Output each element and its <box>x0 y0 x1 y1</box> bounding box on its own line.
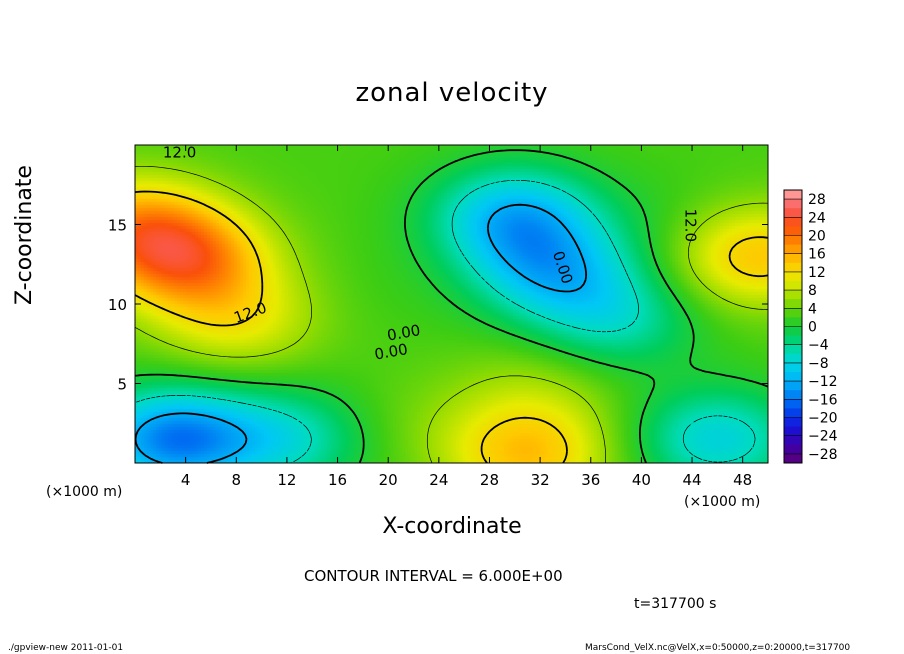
colorbar <box>783 189 803 464</box>
colorbar-label: −24 <box>808 429 838 445</box>
colorbar-segment <box>784 344 802 355</box>
colorbar-segment <box>784 453 802 464</box>
x-tick-label: 44 <box>682 471 701 489</box>
colorbar-segment <box>784 235 802 246</box>
x-axis-label: X-coordinate <box>382 514 522 539</box>
colorbar-segment <box>784 372 802 382</box>
y-axis-label: Z-coordinate <box>12 165 38 305</box>
colorbar-segment <box>784 208 802 218</box>
footer-left: ./gpview-new 2011-01-01 <box>8 643 124 653</box>
colorbar-label: 12 <box>808 265 826 281</box>
x-unit-left: (×1000 m) <box>46 484 123 500</box>
y-tick-label: 10 <box>108 296 127 314</box>
colorbar-labels: 28 24 20 16 12 8 4 0 −4 −8 −12 −16 −20 −24 −28 <box>808 192 838 463</box>
colorbar-segment <box>784 390 802 400</box>
plot-frame <box>134 144 769 464</box>
colorbar-segment <box>784 399 802 409</box>
colorbar-label: 0 <box>808 320 817 336</box>
colorbar-label: −16 <box>808 392 838 408</box>
contour-label: 0.00 <box>549 249 576 286</box>
colorbar-segment <box>784 335 802 346</box>
contour-lines <box>134 149 769 464</box>
axes <box>134 144 769 464</box>
contour-level-6 <box>134 165 769 464</box>
colorbar-segment <box>784 408 802 418</box>
colorbar-segment <box>784 190 802 200</box>
footer-right: MarsCond_VelX.nc@VelX,x=0:50000,z=0:2000… <box>585 643 851 653</box>
colorbar-segment <box>784 444 802 455</box>
x-tick-label: 36 <box>581 471 600 489</box>
chart-title: zonal velocity <box>355 78 549 108</box>
colorbar-label: −20 <box>808 411 838 427</box>
colorbar-segment <box>784 226 802 236</box>
x-tick-label: 16 <box>328 471 347 489</box>
colorbar-segment <box>784 426 802 437</box>
contour-label: 0.00 <box>373 340 409 364</box>
x-tick-label: 4 <box>181 471 191 489</box>
x-unit-right: (×1000 m) <box>684 494 761 510</box>
x-tick-label: 20 <box>379 471 398 489</box>
colorbar-segment <box>784 271 802 282</box>
contour-label: 0.00 <box>386 321 422 345</box>
x-tick-label: 40 <box>632 471 651 489</box>
colorbar-segment <box>784 299 802 309</box>
colorbar-segment <box>784 262 802 273</box>
colorbar-label: 28 <box>808 192 826 208</box>
colorbar-label: −4 <box>808 338 829 354</box>
x-tick-label: 48 <box>733 471 752 489</box>
time-label: t=317700 s <box>634 596 717 612</box>
x-axis-ticks: 4 8 12 16 20 24 28 32 36 40 44 48 <box>181 145 752 489</box>
y-tick-label: 15 <box>108 217 127 235</box>
y-axis-ticks: 5 10 15 <box>108 217 768 394</box>
contour-level-12 <box>134 190 769 464</box>
x-tick-label: 32 <box>531 471 550 489</box>
contour-level-neg6 <box>134 179 756 464</box>
colorbar-segment <box>784 290 802 300</box>
contour-level-0 <box>134 149 769 464</box>
colorbar-label: 24 <box>808 210 826 226</box>
colorbar-segment <box>784 244 802 255</box>
contour-interval-label: CONTOUR INTERVAL = 6.000E+00 <box>304 567 563 585</box>
contour-label: 12.0 <box>682 209 700 242</box>
colorbar-label: 20 <box>808 229 826 245</box>
contour-label: 12.0 <box>232 299 270 327</box>
colorbar-label: 16 <box>808 247 826 263</box>
contour-level-neg12 <box>134 203 587 464</box>
colorbar-segment <box>784 417 802 428</box>
x-tick-label: 28 <box>480 471 499 489</box>
colorbar-segment <box>784 362 802 373</box>
y-tick-label: 5 <box>117 376 127 394</box>
colorbar-segment <box>784 326 802 337</box>
colorbar-label: −12 <box>808 374 838 390</box>
colorbar-label: −8 <box>808 356 829 372</box>
x-tick-label: 24 <box>429 471 448 489</box>
colorbar-segment <box>784 381 802 391</box>
colorbar-segment <box>784 317 802 327</box>
colorbar-label: −28 <box>808 447 838 463</box>
x-tick-label: 8 <box>232 471 242 489</box>
colorbar-segment <box>784 281 802 291</box>
colorbar-segment <box>784 199 802 209</box>
colorbar-label: 8 <box>808 283 817 299</box>
colorbar-segment <box>784 435 802 446</box>
colorbar-segment <box>784 308 802 318</box>
colorbar-label: 4 <box>808 301 817 317</box>
colorbar-segment <box>784 217 802 227</box>
colorbar-segment <box>784 353 802 364</box>
x-tick-label: 12 <box>277 471 296 489</box>
colorbar-segment <box>784 253 802 264</box>
contour-label: 12.0 <box>163 144 196 162</box>
